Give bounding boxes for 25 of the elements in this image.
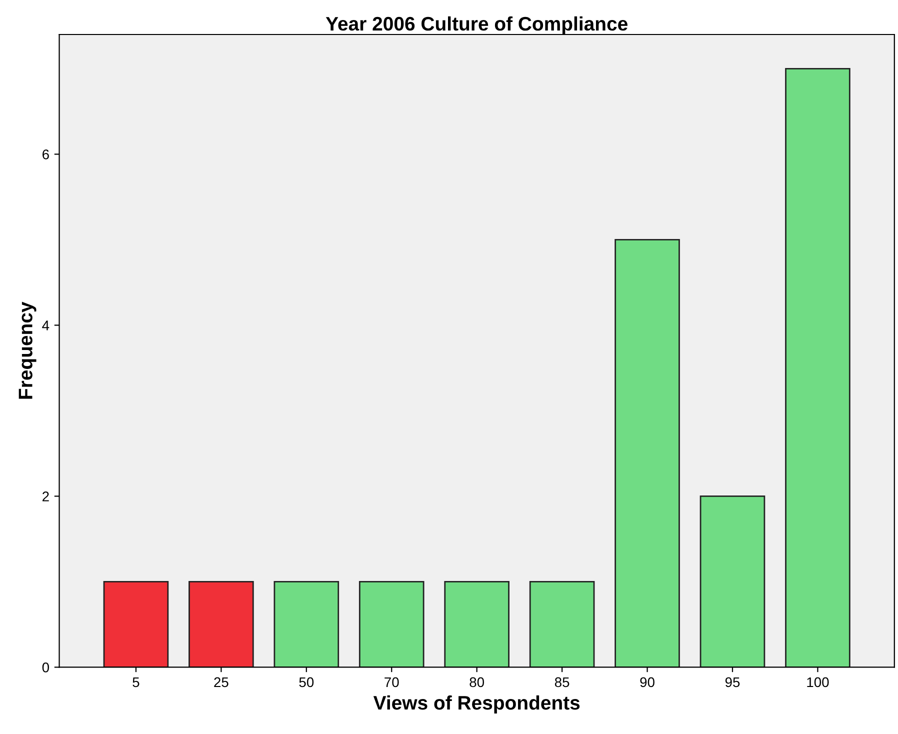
y-tick-label: 4 — [42, 320, 50, 330]
x-tick-label: 5 — [132, 677, 140, 688]
chart-title: Year 2006 Culture of Compliance — [326, 16, 628, 34]
bar — [358, 581, 424, 668]
bar — [785, 68, 850, 668]
bar — [614, 239, 680, 668]
x-tick-label: 50 — [299, 677, 314, 688]
bar — [444, 581, 510, 668]
x-tick-label: 70 — [384, 677, 399, 688]
x-tick-label: 95 — [725, 677, 740, 688]
bar — [274, 581, 340, 668]
y-tick-label: 0 — [42, 662, 50, 672]
bar — [103, 581, 169, 668]
x-tick-label: 25 — [214, 677, 228, 688]
bar — [700, 496, 766, 668]
x-tick-label: 100 — [807, 677, 829, 688]
x-tick-label: 90 — [640, 677, 654, 688]
bar — [188, 581, 254, 668]
bar — [529, 581, 595, 668]
y-tick-label: 6 — [42, 150, 49, 160]
x-axis-title: Views of Respondents — [373, 695, 580, 714]
x-tick-label: 85 — [554, 677, 570, 688]
x-tick-label: 80 — [470, 677, 484, 688]
y-tick-label: 2 — [42, 492, 49, 502]
y-axis-title: Frequency — [18, 302, 36, 399]
